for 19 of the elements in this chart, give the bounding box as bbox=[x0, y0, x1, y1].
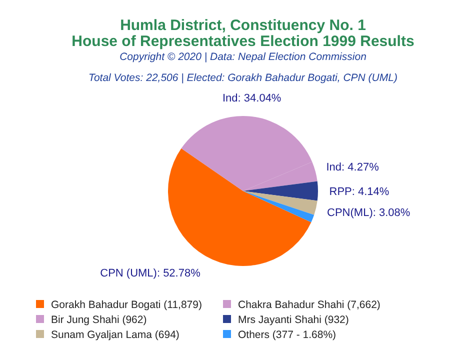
pie-slice bbox=[243, 181, 318, 201]
legend-label: Mrs Jayanti Shahi (932) bbox=[238, 314, 349, 326]
legend-label: Bir Jung Shahi (962) bbox=[51, 314, 147, 326]
data-label: Ind: 34.04% bbox=[222, 92, 282, 105]
chart-subtitle: House of Representatives Election 1999 Results bbox=[72, 33, 414, 50]
data-label: CPN(ML): 3.08% bbox=[327, 207, 410, 220]
legend-label: Sunam Gyaljan Lama (694) bbox=[51, 329, 180, 341]
legend-label: Others (377 - 1.68%) bbox=[238, 329, 336, 341]
pie-slice bbox=[243, 191, 318, 215]
data-label: CPN (UML): 52.78% bbox=[100, 268, 201, 280]
legend-label: Chakra Bahadur Shahi (7,662) bbox=[238, 299, 380, 311]
pie-slice bbox=[243, 191, 314, 222]
pie-slice bbox=[168, 148, 312, 266]
data-label: Ind: 4.27% bbox=[326, 162, 380, 174]
text: Total Votes: 22,506 | Elected: Gorakh Bahadur Bogati, CPN (UML) bbox=[88, 72, 398, 84]
legend-label: Gorakh Bahadur Bogati (11,879) bbox=[51, 299, 202, 311]
text: Copyright © 2020 | Data: Nepal Election Commission bbox=[120, 51, 367, 63]
data-label: RPP: 4.14% bbox=[329, 186, 390, 198]
chart-title: Humla District, Constituency No. 1 bbox=[120, 17, 366, 34]
